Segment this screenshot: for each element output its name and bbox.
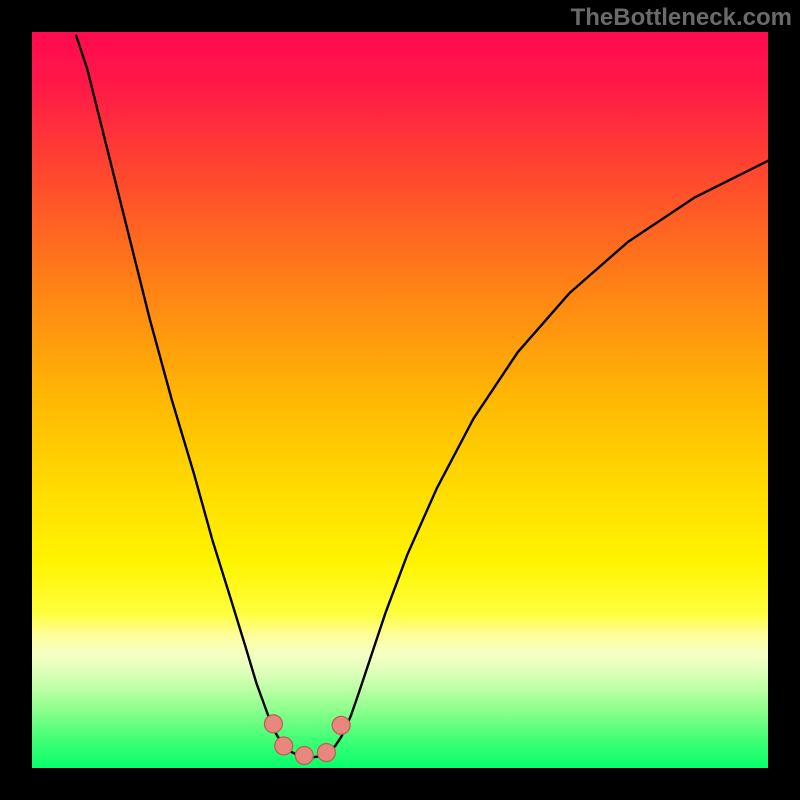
optimal-marker [275, 737, 293, 755]
chart-canvas: TheBottleneck.com [0, 0, 800, 800]
plot-gradient-background [32, 32, 768, 768]
chart-svg [0, 0, 800, 800]
optimal-marker [295, 746, 313, 764]
optimal-marker [317, 744, 335, 762]
optimal-marker [264, 715, 282, 733]
optimal-marker [332, 716, 350, 734]
